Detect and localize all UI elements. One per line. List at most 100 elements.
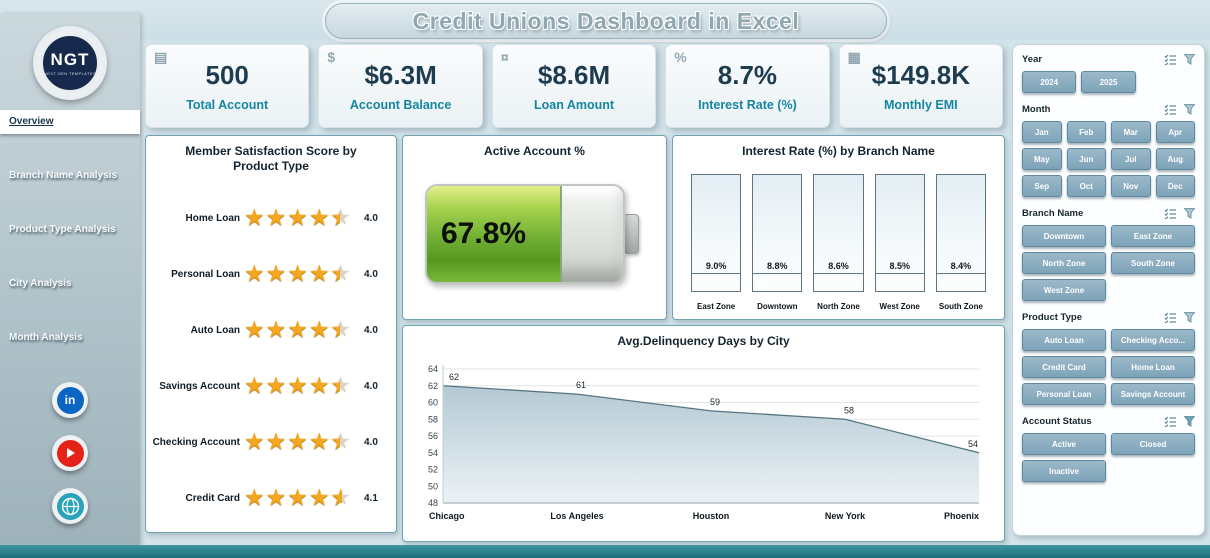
kpi-label: Account Balance [349,98,452,112]
multi-select-icon[interactable] [1164,312,1177,323]
slicer-option-oct[interactable]: Oct [1066,175,1106,197]
rating-label: Savings Account [159,380,240,392]
bar-column: 8.6% North Zone [813,174,864,311]
sidebar-item-month-analysis[interactable]: Month Analysis [9,332,83,343]
slicer-icons [1164,208,1195,219]
svg-text:Chicago: Chicago [429,511,465,521]
slicer-option-south-zone[interactable]: South Zone [1111,252,1195,274]
kpi-card-monthly-emi: ▦ $149.8K Monthly EMI [838,44,1004,128]
multi-select-icon[interactable] [1164,104,1177,115]
youtube-button[interactable] [52,435,88,471]
bar-category: West Zone [879,302,920,311]
delinquency-area-chart: 48 50 52 54 56 58 60 62 64 62 61 59 58 54 Chicago Los A… [428,364,980,521]
bar-south-zone: 8.4% [935,174,987,292]
stars-empty-icon: ★★★★★ [244,203,353,230]
slicer-option-apr[interactable]: Apr [1155,121,1195,143]
star-rating: ★★★★★★★★★★ [244,483,364,511]
slicer-option-2024[interactable]: 2024 [1022,71,1077,93]
slicer-year: Year 2024 2025 [1022,53,1195,93]
social-links: in [0,382,140,524]
rating-label: Personal Loan [171,268,240,280]
kpi-value: $8.6M [537,60,611,90]
slicer-label: Account Status [1022,416,1092,427]
slicer-option-may[interactable]: May [1022,148,1062,170]
stars-empty-icon: ★★★★★ [244,315,353,342]
slicer-option-auto-loan[interactable]: Auto Loan [1022,329,1106,351]
multi-select-icon[interactable] [1164,54,1177,65]
linkedin-button[interactable]: in [52,382,88,418]
slicer-header: Branch Name [1022,207,1195,220]
multi-select-icon[interactable] [1164,416,1177,427]
bar-value: 8.8% [767,261,788,271]
slicer-option-nov[interactable]: Nov [1111,175,1151,197]
slicer-option-aug[interactable]: Aug [1155,148,1195,170]
sidebar-item-branch-name-analysis[interactable]: Branch Name Analysis [9,170,118,181]
slicer-option-active[interactable]: Active [1022,433,1106,455]
sidebar-item-product-type-analysis[interactable]: Product Type Analysis [9,224,116,235]
kpi-label: Interest Rate (%) [698,98,797,112]
star-rating: ★★★★★★★★★★ [244,203,364,231]
sidebar-item-city-analysis[interactable]: City Analysis [9,278,72,289]
slicer-option-2025[interactable]: 2025 [1081,71,1136,93]
clear-filter-icon[interactable] [1184,208,1195,219]
kpi-value: 8.7% [717,60,778,90]
slicer-icons [1164,312,1195,323]
slicer-option-jul[interactable]: Jul [1111,148,1151,170]
slicer-option-personal-loan[interactable]: Personal Loan [1022,383,1106,405]
kpi-row: ▤ 500 Total Account $ $6.3M Account Bala… [145,44,1004,128]
clear-filter-icon[interactable] [1184,312,1195,323]
active-account-title: Active Account % [484,144,585,158]
slicer-option-west-zone[interactable]: West Zone [1022,279,1106,301]
interest-rate-title: Interest Rate (%) by Branch Name [742,144,935,158]
multi-select-icon[interactable] [1164,208,1177,219]
money-bag-icon: ¤ [500,49,509,65]
slicer-option-savings-account[interactable]: Savings Account [1111,383,1195,405]
globe-icon [56,492,84,520]
slicer-icons [1164,104,1195,115]
slicer-option-dec[interactable]: Dec [1155,175,1195,197]
slicer-option-home-loan[interactable]: Home Loan [1111,356,1195,378]
kpi-label: Total Account [186,98,269,112]
slicer-option-credit-card[interactable]: Credit Card [1022,356,1106,378]
slicer-option-checking-acco[interactable]: Checking Acco... [1111,329,1195,351]
slicer-option-downtown[interactable]: Downtown [1022,225,1106,247]
rating-label: Credit Card [185,492,240,504]
slicer-option-jun[interactable]: Jun [1066,148,1106,170]
stars-filled-icon: ★★★★★ [244,261,340,285]
slicer-option-east-zone[interactable]: East Zone [1111,225,1195,247]
clear-filter-icon[interactable] [1184,416,1195,427]
star-rating: ★★★★★★★★★★ [244,373,364,399]
slicer-option-jan[interactable]: Jan [1022,121,1062,143]
slicer-option-inactive[interactable]: Inactive [1022,460,1106,482]
rating-row: Savings Account ★★★★★★★★★★ 4.0 [152,373,392,399]
sidebar: NGT NEXT GEN TEMPLATES Overview Branch N… [0,14,140,545]
rating-row: Checking Account ★★★★★★★★★★ 4.0 [152,429,392,455]
slicer-option-mar[interactable]: Mar [1111,121,1151,143]
bar-column: 8.5% West Zone [874,174,925,311]
rating-label: Checking Account [152,436,240,448]
stars-filled-icon: ★★★★★ [244,429,340,453]
clear-filter-icon[interactable] [1184,104,1195,115]
bar-east-zone: 9.0% [691,174,742,292]
page-title: Credit Unions Dashboard in Excel [325,3,887,39]
slicer-product-type: Product Type Auto Loan Checking Acco... Cr… [1022,311,1195,405]
slicer-option-sep[interactable]: Sep [1022,175,1062,197]
svg-text:59: 59 [710,397,720,407]
slicer-option-feb[interactable]: Feb [1066,121,1106,143]
bottom-bar [0,545,1210,558]
clear-filter-icon[interactable] [1184,54,1195,65]
active-account-panel: Active Account % 67.8% [402,135,667,320]
kpi-value: $6.3M [364,60,437,90]
slicer-label: Year [1022,54,1043,65]
slicer-option-closed[interactable]: Closed [1111,433,1195,455]
stars-empty-icon: ★★★★★ [244,483,353,510]
website-button[interactable] [52,488,88,524]
slicer-options: Active Closed Inactive [1022,433,1195,482]
kpi-value: 500 [205,60,249,90]
slicer-option-north-zone[interactable]: North Zone [1022,252,1106,274]
kpi-label: Loan Amount [533,98,615,112]
kpi-card-total-account: ▤ 500 Total Account [145,44,310,128]
bar-value: 8.4% [950,261,972,271]
sidebar-item-overview[interactable]: Overview [0,110,140,134]
